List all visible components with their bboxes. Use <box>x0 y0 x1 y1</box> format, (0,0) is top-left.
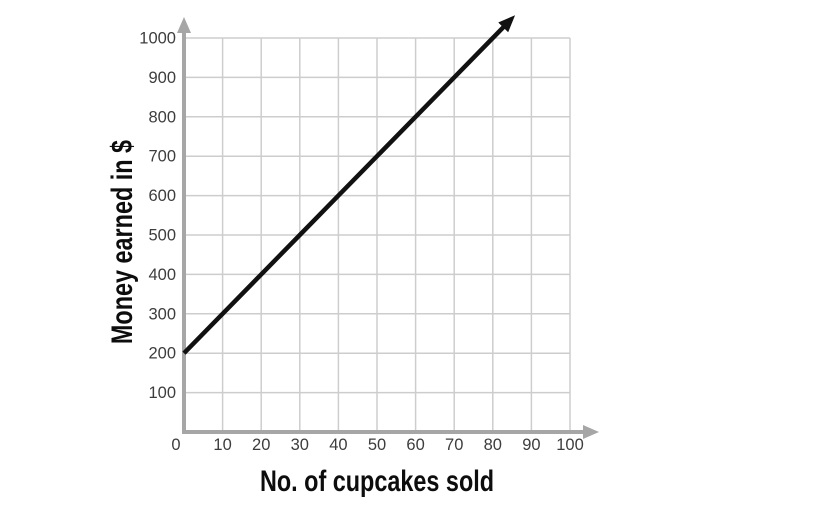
y-tick-label: 500 <box>148 227 176 245</box>
x-tick-label: 100 <box>556 436 584 454</box>
y-tick-label: 1000 <box>139 30 176 48</box>
x-tick-label: 50 <box>368 436 386 454</box>
x-axis-title: No. of cupcakes sold <box>259 465 495 498</box>
y-axis-title: Money earned in $ <box>106 139 139 345</box>
y-tick-label: 700 <box>148 148 176 166</box>
y-tick-label: 200 <box>148 345 176 363</box>
x-tick-label: 0 <box>171 436 180 454</box>
y-tick-label: 600 <box>148 187 176 205</box>
x-tick-label: 30 <box>291 436 309 454</box>
x-tick-label: 40 <box>329 436 347 454</box>
grid-layer <box>184 37 571 432</box>
x-tick-label: 90 <box>522 436 540 454</box>
y-tick-label: 800 <box>148 108 176 126</box>
y-tick-label: 900 <box>148 69 176 87</box>
x-tick-label: 20 <box>252 436 270 454</box>
y-tick-label: 400 <box>148 266 176 284</box>
axis-layer <box>177 17 599 439</box>
x-tick-label: 10 <box>213 436 231 454</box>
tick-layer: 0 10 20 30 40 50 60 70 80 90 100 100 200 300 400 500 600… <box>139 30 583 455</box>
x-tick-label: 70 <box>445 436 463 454</box>
data-line <box>182 15 516 355</box>
y-tick-label: 100 <box>148 384 176 402</box>
x-tick-label: 60 <box>406 436 424 454</box>
x-tick-label: 80 <box>484 436 502 454</box>
y-tick-label: 300 <box>148 305 176 323</box>
series-layer <box>182 15 516 355</box>
